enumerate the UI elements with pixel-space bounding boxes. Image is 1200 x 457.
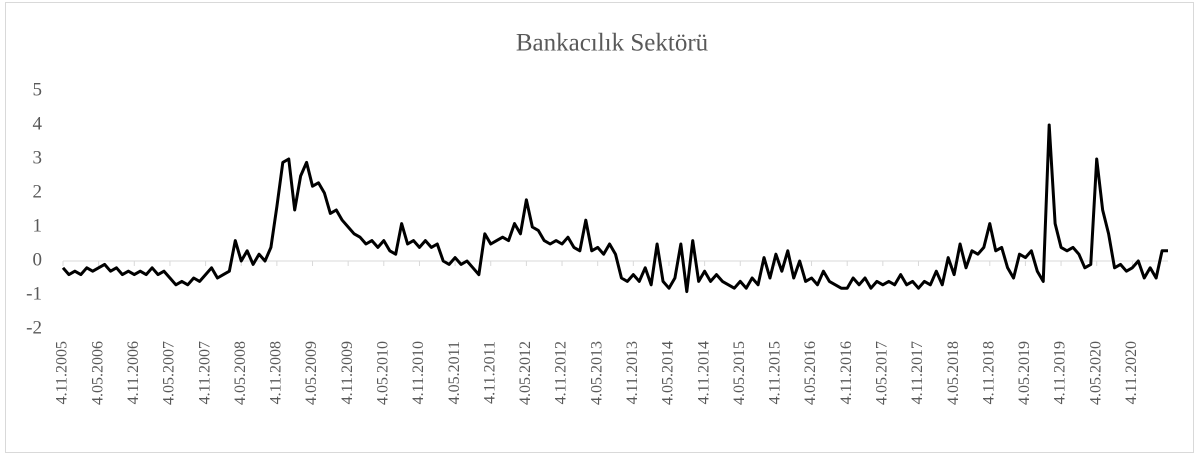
x-tick-label: 4.11.2005 [54, 341, 71, 404]
x-tick-label: 4.05.2014 [660, 341, 677, 405]
y-tick-label: -2 [26, 317, 42, 338]
y-tick-label: 3 [33, 147, 43, 168]
x-tick-label: 4.05.2019 [1016, 341, 1033, 405]
y-tick-label: 1 [33, 215, 43, 236]
x-tick-label: 4.11.2007 [196, 341, 213, 404]
x-tick-label: 4.11.2018 [980, 341, 997, 404]
x-tick-label: 4.05.2018 [945, 341, 962, 405]
x-tick-label: 4.11.2014 [695, 341, 712, 404]
x-tick-label: 4.11.2015 [767, 341, 784, 404]
x-tick-label: 4.05.2008 [232, 341, 249, 405]
x-tick-label: 4.11.2009 [339, 341, 356, 404]
x-tick-label: 4.05.2010 [374, 341, 391, 405]
x-tick-label: 4.11.2016 [838, 341, 855, 404]
y-tick-label: 0 [33, 249, 43, 270]
x-tick-label: 4.11.2011 [481, 341, 498, 404]
x-tick-label: 4.05.2013 [588, 341, 605, 405]
x-tick-label: 4.11.2008 [268, 341, 285, 404]
x-tick-label: 4.05.2015 [731, 341, 748, 405]
x-tick-label: 4.05.2006 [89, 341, 106, 405]
y-tick-label: 4 [33, 113, 43, 134]
x-tick-label: 4.05.2009 [303, 341, 320, 405]
x-tick-label: 4.05.2016 [802, 341, 819, 405]
x-tick-label: 4.11.2006 [125, 341, 142, 404]
x-tick-label: 4.05.2017 [874, 341, 891, 405]
chart-title: Bankacılık Sektörü [516, 30, 709, 57]
x-tick-label: 4.05.2020 [1087, 341, 1104, 405]
y-tick-label: -1 [26, 283, 42, 304]
x-tick-label: 4.11.2013 [624, 341, 641, 404]
x-tick-label: 4.11.2012 [553, 341, 570, 404]
x-tick-label: 4.05.2012 [517, 341, 534, 405]
x-tick-label: 4.11.2019 [1052, 341, 1069, 404]
x-tick-label: 4.11.2020 [1123, 341, 1140, 404]
x-tick-label: 4.11.2017 [909, 341, 926, 404]
y-tick-label: 2 [33, 181, 43, 202]
y-tick-label: 5 [33, 79, 43, 100]
x-tick-label: 4.05.2007 [161, 341, 178, 405]
x-tick-label: 4.11.2010 [410, 341, 427, 404]
chart-border [5, 2, 1194, 453]
data-line [61, 123, 1168, 294]
x-tick-label: 4.05.2011 [446, 341, 463, 404]
